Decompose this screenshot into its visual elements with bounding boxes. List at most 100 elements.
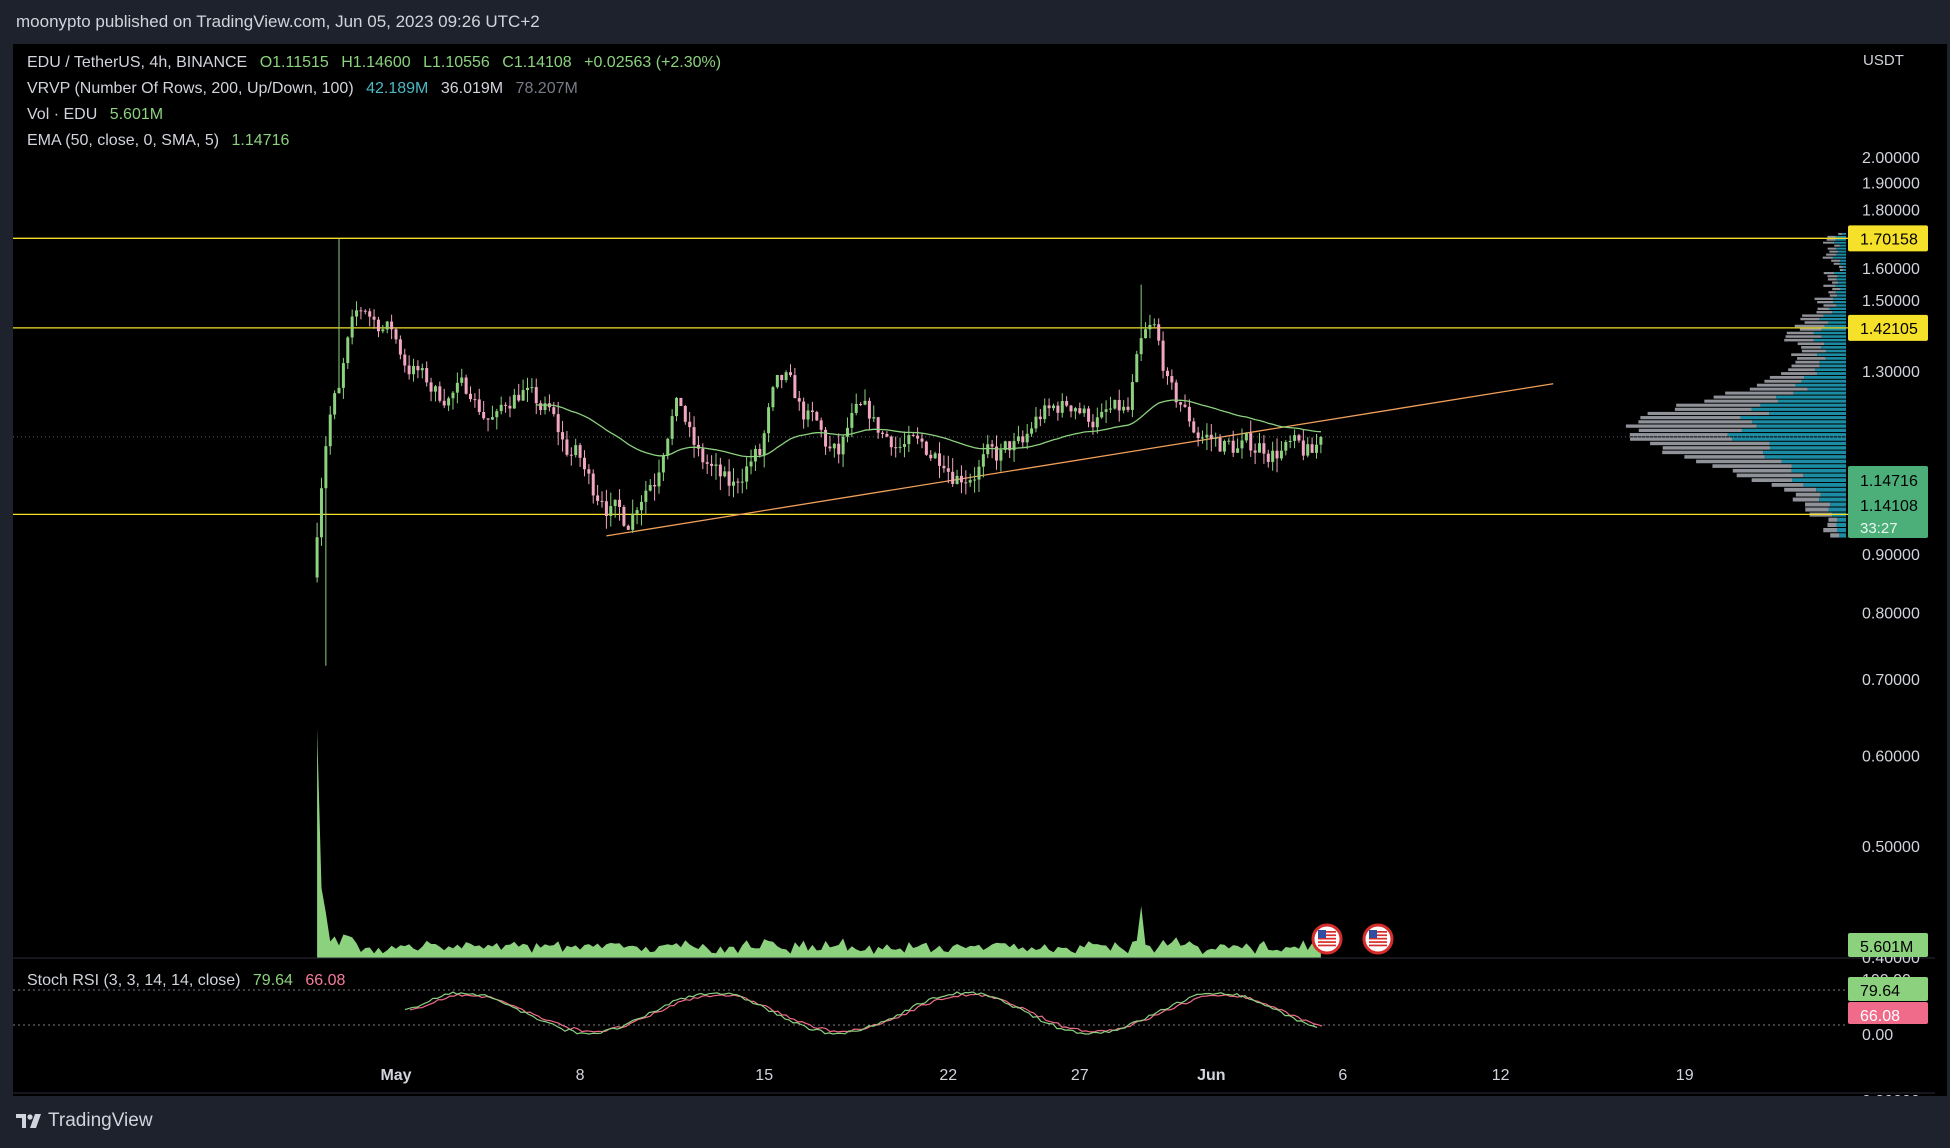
volume-profile-up-bar: [1838, 281, 1846, 284]
time-tick-label: 8: [576, 1067, 585, 1084]
candle-body: [1012, 441, 1016, 451]
volume-legend[interactable]: Vol · EDU 5.601M: [27, 106, 171, 124]
volume-profile-up-bar: [1836, 278, 1846, 281]
candle-body: [1231, 440, 1235, 453]
badge-stoch-k: 79.64: [1860, 983, 1900, 1000]
vrvp-legend[interactable]: VRVP (Number Of Rows, 200, Up/Down, 100)…: [27, 80, 586, 98]
candle-body: [517, 394, 521, 401]
tradingview-brand: TradingView: [48, 1110, 153, 1131]
ema-label[interactable]: EMA (50, close, 0, SMA, 5): [27, 132, 220, 149]
ema-legend[interactable]: EMA (50, close, 0, SMA, 5) 1.14716: [27, 132, 297, 150]
volume-profile-down-bar: [1696, 459, 1782, 464]
candle-body: [1104, 409, 1108, 412]
volume-profile-up-bar: [1833, 300, 1846, 304]
candle-body: [1284, 442, 1288, 451]
badge-volume: 5.601M: [1860, 939, 1913, 956]
tradingview-logo[interactable]: TradingView: [16, 1110, 153, 1132]
candle-body: [1297, 435, 1301, 441]
volume-profile-down-bar: [1827, 275, 1838, 278]
candle-body: [455, 382, 459, 393]
candle-body: [403, 354, 407, 366]
volume-profile-down-bar: [1784, 338, 1814, 342]
candle-body: [850, 412, 854, 428]
chart-area[interactable]: [13, 44, 1947, 1096]
volume-profile-down-bar: [1749, 387, 1808, 391]
time-tick-label: Jun: [1197, 1067, 1225, 1084]
volume-profile-down-bar: [1785, 335, 1822, 338]
candle-body: [675, 397, 679, 417]
vrvp-label[interactable]: VRVP (Number Of Rows, 200, Up/Down, 100): [27, 80, 354, 97]
candle-body: [977, 466, 981, 480]
volume-profile-down-bar: [1834, 244, 1840, 247]
candle-body: [582, 457, 586, 470]
volume-profile-down-bar: [1804, 321, 1829, 324]
volume-profile-up-bar: [1835, 284, 1846, 287]
volume-profile-down-bar: [1823, 241, 1835, 244]
volume-profile-up-bar: [1840, 259, 1846, 262]
candle-body: [1209, 434, 1213, 439]
candle-body: [1244, 433, 1248, 441]
volume-profile-up-bar: [1837, 275, 1846, 278]
volume-label[interactable]: Vol · EDU: [27, 106, 98, 123]
volume-profile-down-bar: [1800, 317, 1820, 321]
stoch-label[interactable]: Stoch RSI (3, 3, 14, 14, close): [27, 972, 241, 989]
ohlc-change: +0.02563 (+2.30%): [584, 54, 722, 71]
candle-body: [359, 310, 363, 312]
volume-profile-down-bar: [1732, 468, 1792, 473]
volume-profile-down-bar: [1764, 379, 1802, 383]
stoch-legend[interactable]: Stoch RSI (3, 3, 14, 14, close) 79.64 66…: [27, 972, 353, 990]
volume-profile-down-bar: [1638, 420, 1753, 424]
candle-body: [341, 363, 345, 388]
volume-profile-down-bar: [1629, 437, 1733, 441]
price-axis-unit[interactable]: USDT: [1863, 52, 1904, 69]
candle-body: [1179, 402, 1183, 405]
volume-profile-down-bar: [1625, 424, 1757, 428]
volume-profile-down-bar: [1771, 483, 1804, 487]
badge-ema: 1.14716: [1860, 473, 1918, 490]
time-tick-label: 12: [1492, 1067, 1510, 1084]
us-event-flag-icon[interactable]: [1311, 923, 1343, 955]
candle-body: [578, 445, 582, 458]
candle-body: [1078, 408, 1082, 414]
symbol-name[interactable]: EDU / TetherUS, 4h, BINANCE: [27, 54, 248, 71]
candle-body: [810, 410, 814, 413]
candle-body: [1065, 401, 1069, 406]
candle-body: [854, 403, 858, 413]
candle-body: [1249, 433, 1253, 451]
volume-profile-up-bar: [1791, 464, 1846, 468]
candle-body: [872, 417, 876, 419]
badge-level-mid: 1.42105: [1860, 321, 1918, 338]
volume-profile-down-bar: [1801, 349, 1826, 353]
volume-profile-up-bar: [1760, 403, 1846, 407]
candle-body: [561, 432, 565, 440]
us-event-flag-icon[interactable]: [1362, 923, 1394, 955]
volume-profile-up-bar: [1836, 522, 1846, 527]
tradingview-logo-icon: [16, 1114, 41, 1128]
price-tick-label: 1.60000: [1862, 261, 1920, 278]
candle-body: [565, 439, 569, 455]
candle-body: [1262, 443, 1266, 454]
candle-body: [504, 404, 508, 406]
candle-body: [841, 436, 845, 455]
price-tick-label: 1.80000: [1862, 202, 1920, 219]
candle-body: [732, 481, 735, 486]
price-tick-label: 1.50000: [1862, 293, 1920, 310]
volume-profile-up-bar: [1832, 256, 1846, 259]
volume-profile-up-bar: [1803, 473, 1846, 478]
symbol-legend[interactable]: EDU / TetherUS, 4h, BINANCE O1.11515 H1.…: [27, 54, 729, 72]
stoch-d-line: [409, 993, 1323, 1033]
volume-profile-up-bar: [1836, 527, 1846, 533]
volume-profile-down-bar: [1823, 272, 1835, 275]
candle-body: [1222, 441, 1226, 452]
candle-body: [653, 485, 657, 487]
ohlc-low: L1.10556: [423, 54, 490, 71]
volume-profile-up-bar: [1837, 517, 1846, 522]
stoch-tick-label: 0.00: [1862, 1027, 1893, 1044]
candle-body: [762, 433, 766, 456]
volume-profile-up-bar: [1817, 353, 1846, 357]
candle-body: [1161, 340, 1165, 371]
volume-profile-down-bar: [1650, 441, 1770, 446]
badge-volume-bg: [1848, 933, 1928, 957]
volume-profile-down-bar: [1823, 304, 1837, 307]
